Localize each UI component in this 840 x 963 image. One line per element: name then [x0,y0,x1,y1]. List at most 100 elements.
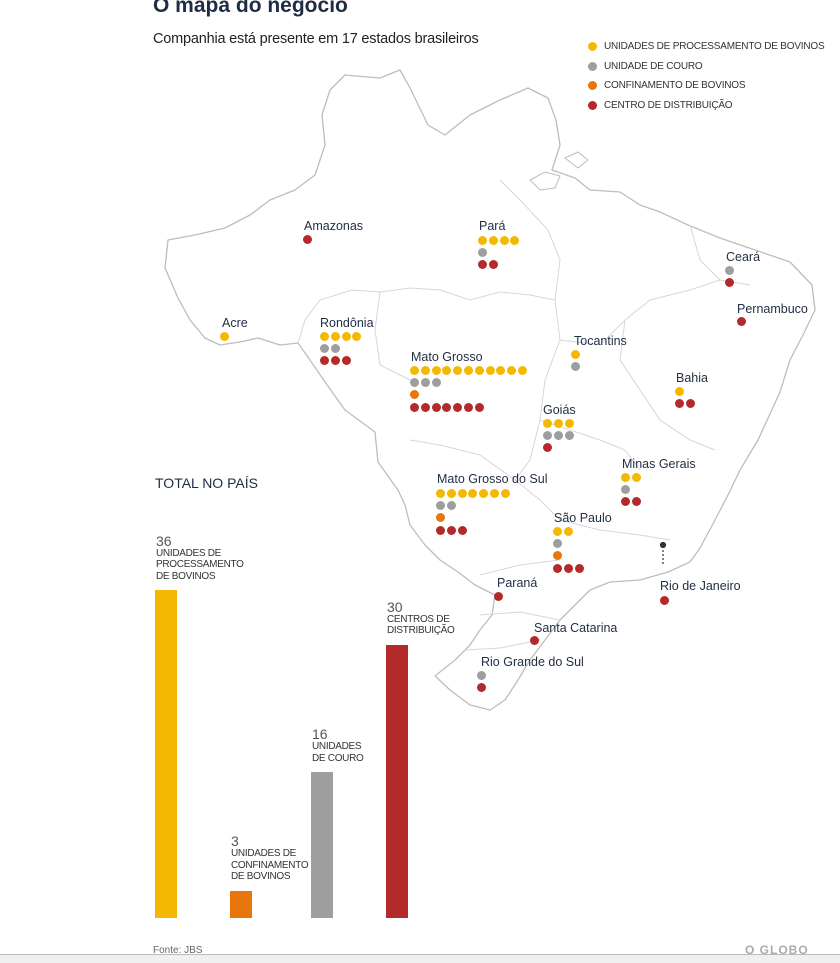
marker-processamento [553,419,563,428]
marker-processamento [330,332,340,341]
marker-processamento [220,332,229,341]
state-label-rondonia: Rondônia [320,316,374,330]
legend-dot-couro [588,61,597,71]
marker-distribuicao [563,563,573,573]
marker-processamento [543,419,552,428]
marker-distribuicao [543,443,552,453]
bar-3 [386,644,408,918]
marker-distribuicao [446,525,456,535]
marker-distribuicao [410,402,419,412]
legend: UNIDADES DE PROCESSAMENTO DE BOVINOS UNID… [588,37,825,116]
marker-distribuicao [436,525,445,535]
state-label-bahia: Bahia [676,371,708,385]
marker-processamento [553,527,562,536]
marker-couro [725,266,734,275]
marker-processamento [479,489,489,498]
marker-processamento [675,387,684,396]
legend-label: UNIDADES DE PROCESSAMENTO DE BOVINOS [604,41,825,53]
state-label-rio-de-janeiro: Rio de Janeiro [660,579,741,593]
state-label-minas-gerais: Minas Gerais [622,457,696,471]
marker-distribuicao [530,636,539,645]
state-label-pernambuco: Pernambuco [737,302,808,316]
marker-processamento [564,419,574,428]
page-subtitle: Companhia está presente em 17 estados br… [153,31,479,47]
legend-label: CONFINAMENTO DE BOVINOS [604,80,746,92]
marker-processamento [499,236,509,245]
source-note: Fonte: JBS [153,945,203,956]
marker-processamento [485,366,495,375]
marker-distribuicao [660,596,669,605]
marker-processamento [464,366,473,375]
marker-processamento [510,236,520,245]
marker-confinamento [410,390,419,400]
marker-processamento [410,366,419,375]
marker-distribuicao [341,356,351,366]
state-label-rio-grande-do-sul: Rio Grande do Sul [481,655,584,669]
totals-title: TOTAL NO PAÍS [155,475,258,491]
marker-couro [571,362,580,372]
marker-processamento [453,366,463,375]
marker-distribuicao [675,399,684,409]
legend-item-confinamento: CONFINAMENTO DE BOVINOS [588,76,824,96]
marker-distribuicao [488,260,498,270]
marker-processamento [518,366,527,375]
marker-processamento [320,332,329,341]
brand-logo: O GLOBO [745,943,809,957]
state-label-parana: Paraná [497,576,538,590]
legend-item-couro: UNIDADE DE COURO [588,57,824,77]
marker-distribuicao [725,278,734,288]
marker-distribuicao [631,497,641,507]
marker-distribuicao [574,563,584,573]
marker-couro [410,378,419,388]
marker-processamento [488,236,498,245]
marker-distribuicao [478,260,487,270]
legend-item-distribuicao: CENTRO DE DISTRIBUIÇÃO [588,96,824,116]
marker-processamento [563,527,573,536]
marker-processamento [474,366,484,375]
marker-distribuicao [477,683,486,693]
marker-distribuicao [442,402,452,412]
marker-processamento [352,332,362,341]
legend-dot-processamento [588,42,597,52]
legend-label: CENTRO DE DISTRIBUIÇÃO [604,99,733,111]
marker-distribuicao [553,563,562,573]
marker-processamento [457,489,467,498]
marker-couro [553,431,563,441]
bar-value-3: 30 [387,598,403,615]
state-label-goias: Goiás [543,403,576,417]
page-title: O mapa do negócio [153,0,348,17]
marker-couro [477,671,486,680]
bottom-divider [0,954,840,955]
marker-couro [621,485,630,495]
marker-processamento [500,489,510,498]
bar-0 [155,590,177,918]
bar-label-3: CENTROS DE DISTRIBUIÇÃO [387,613,455,637]
map-shape [164,69,816,711]
legend-label: UNIDADE DE COURO [604,60,703,72]
marker-processamento [571,350,580,359]
marker-processamento [490,489,499,498]
marker-processamento [431,366,441,375]
marker-confinamento [436,513,445,523]
marker-couro [553,539,562,549]
marker-distribuicao [457,525,467,535]
marker-couro [543,431,552,441]
marker-processamento [496,366,506,375]
marker-couro [478,248,487,258]
bar-value-1: 3 [231,833,239,850]
rio-pin [659,541,667,566]
bar-1 [230,890,252,918]
marker-distribuicao [320,356,329,366]
marker-couro [320,344,329,354]
bar-label-0: UNIDADES DE PROCESSAMENTO DE BOVINOS [156,547,244,582]
marker-distribuicao [420,402,430,412]
marker-processamento [420,366,430,375]
state-label-santa-catarina: Santa Catarina [534,621,618,635]
map-islands [529,151,589,191]
marker-processamento [468,489,478,498]
legend-dot-distribuicao [588,100,597,110]
bottom-band [0,955,840,963]
marker-distribuicao [737,317,746,326]
marker-processamento [446,489,456,498]
state-label-mato-grosso-do-sul: Mato Grosso do Sul [437,472,548,486]
